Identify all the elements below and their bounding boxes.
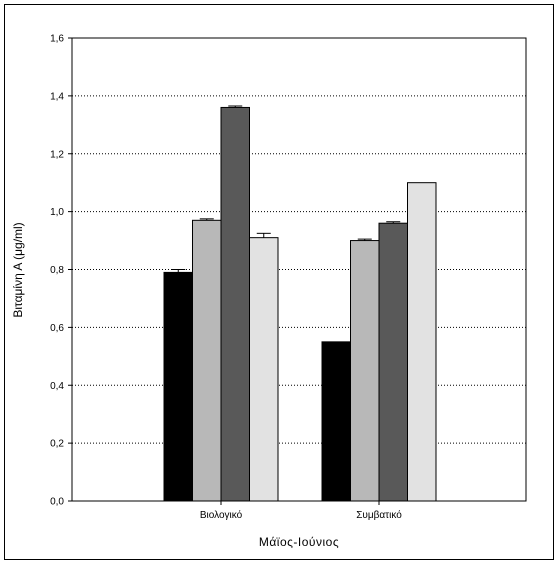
y-tick-labels: 0,0 0,2 0,4 0,6 0,8 1,0 1,2 1,4 1,6 — [50, 34, 64, 508]
x-tick-label: Συμβατικό — [356, 509, 402, 521]
bar — [163, 271, 193, 502]
bar — [407, 182, 437, 502]
y-tick-label: 0,8 — [50, 265, 64, 276]
x-axis-title: Μάϊος-Ιούνιος — [259, 535, 339, 549]
y-axis-title: Βιταμίνη Α (μg/ml) — [11, 222, 25, 317]
y-tick-label: 0,0 — [50, 497, 64, 508]
plot-border — [71, 37, 527, 502]
y-tick-label: 1,2 — [50, 149, 64, 160]
bar — [321, 341, 351, 502]
bar — [350, 240, 380, 502]
y-tick-label: 0,6 — [50, 323, 64, 334]
y-tick-label: 1,6 — [50, 34, 64, 45]
y-tick-label: 0,2 — [50, 439, 64, 450]
bar — [220, 106, 250, 502]
y-tick-label: 0,4 — [50, 381, 64, 392]
bar — [249, 237, 279, 502]
grid-lines — [72, 95, 526, 444]
x-tick-label: Βιολογικό — [200, 509, 243, 521]
bars — [163, 105, 437, 502]
chart-frame — [4, 4, 554, 560]
axes — [68, 37, 527, 505]
bar — [192, 219, 222, 502]
bar — [378, 222, 408, 502]
x-tick-labels: Βιολογικό Συμβατικό — [200, 509, 402, 521]
y-tick-label: 1,4 — [50, 91, 64, 102]
y-tick-label: 1,0 — [50, 207, 64, 218]
